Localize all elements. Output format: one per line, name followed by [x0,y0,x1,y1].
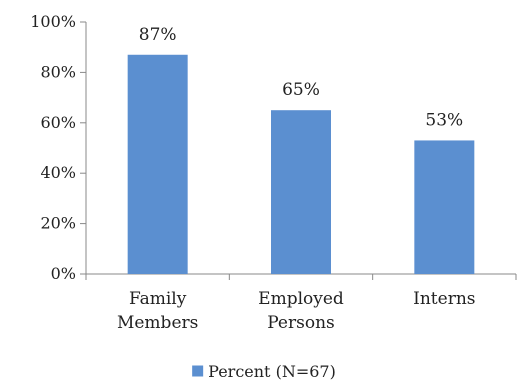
data-label: 65% [282,80,320,100]
legend-swatch [192,365,204,377]
y-tick-label: 100% [30,12,76,31]
x-category-label: Family Members [117,289,198,333]
x-category-label-line: Family [129,289,187,309]
legend-label: Percent (N=67) [208,362,336,381]
x-category-label-line: Interns [413,289,475,309]
x-category-label-line: Members [117,313,198,333]
y-tick-label: 60% [40,113,76,132]
x-category-label-line: Employed [258,289,344,309]
bar [127,54,188,275]
data-label: 87% [139,25,177,45]
data-label: 53% [425,110,463,130]
bar [414,140,475,274]
y-tick-label: 0% [51,264,76,283]
y-axis: 0% 20% 40% 60% 80% 100% [30,12,87,283]
x-axis: Family Members Employed Persons Interns [85,273,517,333]
legend: Percent (N=67) [192,362,336,381]
y-tick-label: 40% [40,163,76,182]
x-category-label-line: Persons [267,313,335,333]
x-category-label: Interns [413,289,475,309]
y-tick-label: 80% [40,62,76,81]
bar [271,110,331,274]
bar-series: 87% 65% 53% [127,25,475,275]
y-tick-label: 20% [40,214,76,233]
x-category-label: Employed Persons [258,289,344,333]
